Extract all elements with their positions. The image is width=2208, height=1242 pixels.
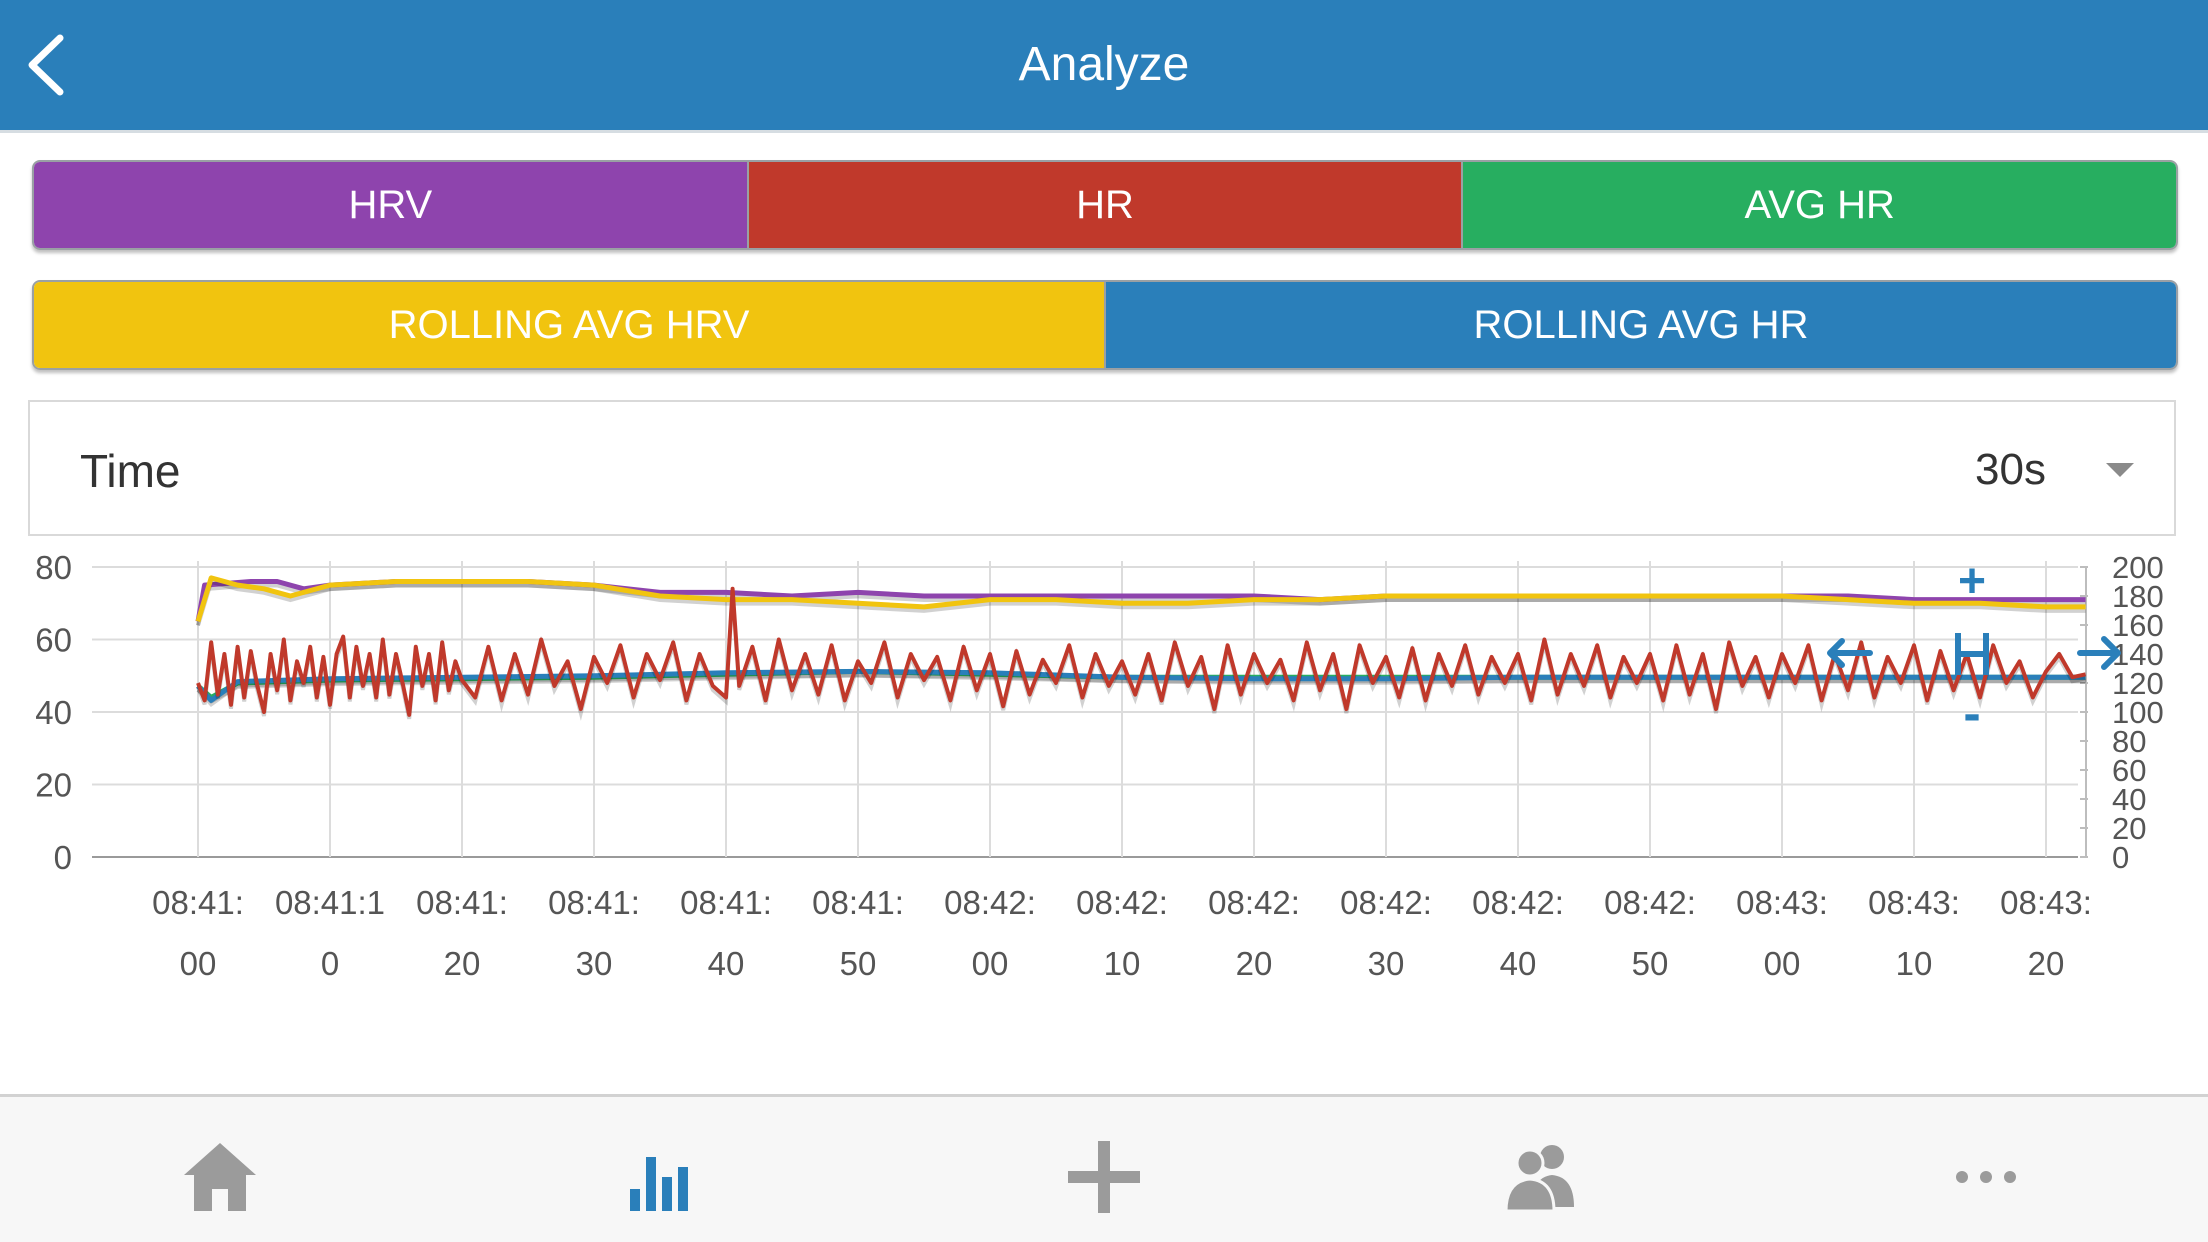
time-interval-value: 30s (1975, 445, 2046, 494)
y-left-tick-label: 40 (35, 694, 72, 731)
pan-left-arrow-icon[interactable] (1827, 638, 1873, 668)
rolling_hrv-series-line (195, 575, 2086, 623)
y-right-tick-label: 140 (2112, 637, 2164, 672)
x-tick-label: 08:42: (1604, 884, 1696, 921)
x-tick-label: 20 (2028, 945, 2065, 982)
rolling-avg-hr-toggle-button[interactable]: ROLLING AVG HR (1106, 282, 2176, 368)
series-toggle-row-1: HRV HR AVG HR (32, 160, 2178, 250)
x-tick-label: 08:41: (680, 884, 772, 921)
x-tick-label: 08:41: (416, 884, 508, 921)
time-label: Time (80, 445, 181, 497)
y-left-tick-label: 80 (35, 549, 72, 586)
bottom-tab-bar (0, 1097, 2208, 1242)
zoom-out-button[interactable]: - (1963, 685, 1980, 743)
time-interval-select[interactable]: 30s (1975, 440, 2134, 500)
home-icon[interactable] (180, 1137, 260, 1217)
x-tick-label: 30 (576, 945, 613, 982)
series-toggle-row-2: ROLLING AVG HRV ROLLING AVG HR (32, 280, 2178, 370)
x-tick-label: 08:42: (1208, 884, 1300, 921)
x-tick-label: 08:41: (548, 884, 640, 921)
hr-toggle-button[interactable]: HR (748, 162, 1464, 248)
x-tick-label: 40 (708, 945, 745, 982)
x-tick-label: 10 (1896, 945, 1933, 982)
zoom-in-button[interactable]: + (1958, 555, 1986, 608)
x-tick-label: 0 (321, 945, 339, 982)
x-tick-label: 08:42: (1472, 884, 1564, 921)
y-right-tick-label: 100 (2112, 695, 2164, 730)
x-tick-label: 50 (1632, 945, 1669, 982)
x-tick-label: 08:42: (944, 884, 1036, 921)
avg-hr-toggle-button[interactable]: AVG HR (1463, 162, 2176, 248)
x-tick-label: 00 (1764, 945, 1801, 982)
x-tick-label: 08:43: (1868, 884, 1960, 921)
tabbar-divider (0, 1094, 2208, 1097)
y-right-tick-label: 180 (2112, 579, 2164, 614)
header-divider (0, 130, 2208, 133)
x-tick-label: 08:43: (2000, 884, 2092, 921)
top-header: Analyze (0, 0, 2208, 130)
x-tick-label: 00 (972, 945, 1009, 982)
back-arrow-icon[interactable] (18, 30, 78, 100)
x-tick-label: 08:42: (1076, 884, 1168, 921)
x-tick-label: 08:42: (1340, 884, 1432, 921)
y-right-tick-label: 160 (2112, 608, 2164, 643)
reset-zoom-icon[interactable] (1955, 633, 1989, 675)
x-tick-label: 08:41: (152, 884, 244, 921)
y-right-tick-label: 60 (2112, 753, 2146, 788)
hr-series-line (196, 586, 2087, 717)
dropdown-caret-icon (2106, 463, 2134, 477)
x-tick-label: 20 (444, 945, 481, 982)
y-right-tick-label: 200 (2112, 550, 2164, 585)
bar-chart-icon[interactable] (622, 1137, 702, 1217)
y-right-tick-label: 80 (2112, 724, 2146, 759)
x-tick-label: 08:41: (812, 884, 904, 921)
more-icon[interactable] (1946, 1137, 2026, 1217)
rolling-avg-hrv-toggle-button[interactable]: ROLLING AVG HRV (34, 282, 1106, 368)
page-title: Analyze (1018, 38, 1190, 91)
y-left-tick-label: 20 (35, 767, 72, 804)
x-tick-label: 08:43: (1736, 884, 1828, 921)
plus-icon[interactable] (1064, 1137, 1144, 1217)
y-right-tick-label: 120 (2112, 666, 2164, 701)
y-left-tick-label: 60 (35, 622, 72, 659)
x-tick-label: 40 (1500, 945, 1537, 982)
y-right-tick-label: 0 (2112, 840, 2129, 875)
time-selector-row: Time 30s (28, 400, 2176, 536)
pan-right-arrow-icon[interactable] (2077, 636, 2121, 670)
y-right-tick-label: 40 (2112, 782, 2146, 817)
x-tick-label: 00 (180, 945, 217, 982)
rolling_hrv-series-shadow (196, 579, 2086, 626)
x-tick-label: 08:41:1 (275, 884, 385, 921)
x-tick-label: 10 (1104, 945, 1141, 982)
x-tick-label: 50 (840, 945, 877, 982)
y-right-tick-label: 20 (2112, 811, 2146, 846)
people-icon[interactable] (1502, 1137, 1582, 1217)
hr-hrv-line-chart[interactable]: 80604020008:41:0008:41:1008:41:2008:41:3… (0, 545, 2208, 985)
x-tick-label: 20 (1236, 945, 1273, 982)
x-tick-label: 30 (1368, 945, 1405, 982)
y-left-tick-label: 0 (54, 839, 72, 876)
hrv-toggle-button[interactable]: HRV (34, 162, 749, 248)
hr-series-shadow (196, 592, 2087, 721)
